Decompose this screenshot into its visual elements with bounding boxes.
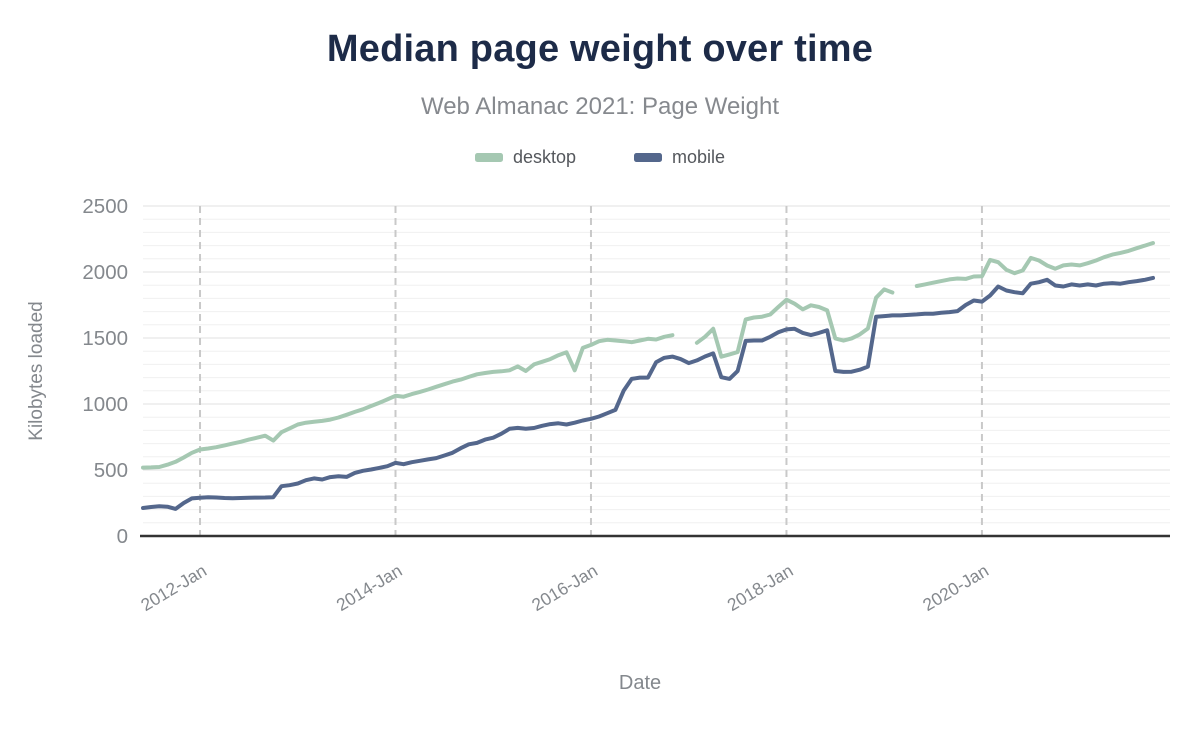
x-axis-title: Date — [619, 672, 661, 694]
chart-title: Median page weight over time — [326, 28, 874, 70]
desktop-line — [141, 241, 1155, 470]
svg-text:500: 500 — [94, 459, 128, 482]
svg-text:2018-Jan: 2018-Jan — [724, 560, 797, 615]
mobile-series-swatch — [634, 153, 662, 162]
desktop-series-swatch — [474, 153, 503, 162]
legend-label-mobile: mobile — [672, 147, 726, 167]
chart-subtitle: Web Almanac 2021: Page Weight — [420, 93, 779, 120]
svg-text:1500: 1500 — [82, 327, 128, 350]
svg-text:2500: 2500 — [82, 195, 128, 218]
svg-text:2000: 2000 — [82, 261, 128, 284]
legend-item-desktop: desktop — [474, 147, 576, 168]
y-axis-tick-labels: 0 500 1000 1500 2000 2500 — [82, 195, 128, 548]
svg-text:2020-Jan: 2020-Jan — [919, 560, 992, 615]
horizontal-minor-gridlines — [143, 218, 1170, 524]
legend-label-desktop: desktop — [512, 147, 576, 167]
vertical-dashed-gridlines — [199, 206, 983, 536]
svg-text:2012-Jan: 2012-Jan — [137, 560, 210, 615]
svg-text:2016-Jan: 2016-Jan — [528, 560, 601, 615]
svg-text:1000: 1000 — [82, 393, 128, 416]
svg-text:2014-Jan: 2014-Jan — [333, 560, 406, 615]
x-axis-tick-labels: 2012-Jan 2014-Jan 2016-Jan 2018-Jan 2020-Jan — [137, 560, 992, 615]
legend: desktop mobile — [0, 147, 1200, 168]
legend-item-mobile: mobile — [634, 147, 725, 168]
svg-text:0: 0 — [117, 525, 128, 548]
mobile-line — [141, 275, 1155, 511]
y-axis-title: Kilobytes loaded — [26, 301, 47, 440]
